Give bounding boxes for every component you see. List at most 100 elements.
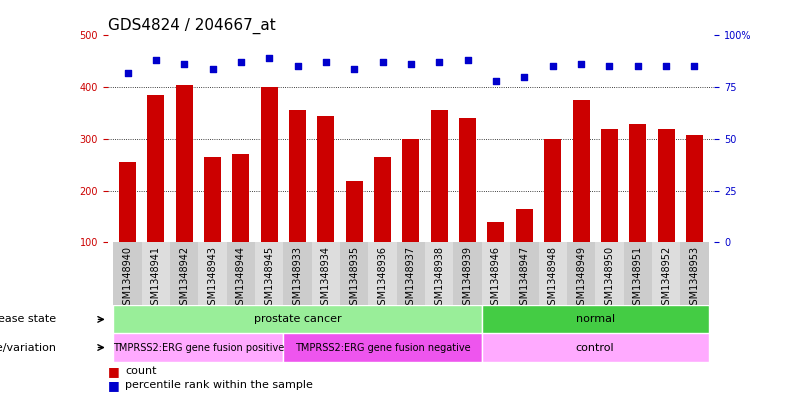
Text: GSM1348937: GSM1348937 xyxy=(406,246,416,311)
Text: GSM1348948: GSM1348948 xyxy=(547,246,558,310)
Bar xyxy=(369,242,397,305)
Point xyxy=(319,59,332,66)
Bar xyxy=(482,305,709,333)
Bar xyxy=(346,182,363,242)
Text: count: count xyxy=(125,366,156,376)
Bar xyxy=(459,118,476,242)
Point xyxy=(688,63,701,70)
Point xyxy=(376,59,389,66)
Text: GSM1348946: GSM1348946 xyxy=(491,246,501,310)
Bar xyxy=(652,242,680,305)
Bar xyxy=(425,242,453,305)
Bar xyxy=(261,87,278,242)
Point xyxy=(575,61,587,68)
Bar xyxy=(113,333,283,362)
Point xyxy=(263,55,275,61)
Bar xyxy=(488,222,504,242)
Bar xyxy=(595,242,623,305)
Text: disease state: disease state xyxy=(0,314,56,324)
Bar xyxy=(113,305,482,333)
Bar xyxy=(397,242,425,305)
Text: genotype/variation: genotype/variation xyxy=(0,343,56,353)
Text: GSM1348933: GSM1348933 xyxy=(293,246,302,310)
Point xyxy=(348,65,361,72)
Text: TMPRSS2:ERG gene fusion negative: TMPRSS2:ERG gene fusion negative xyxy=(294,343,471,353)
Point xyxy=(235,59,247,66)
Bar xyxy=(318,116,334,242)
Text: prostate cancer: prostate cancer xyxy=(254,314,342,324)
Point xyxy=(603,63,616,70)
Text: GSM1348934: GSM1348934 xyxy=(321,246,331,310)
Bar xyxy=(148,95,164,242)
Text: GSM1348935: GSM1348935 xyxy=(350,246,359,311)
Text: GSM1348936: GSM1348936 xyxy=(377,246,388,310)
Text: ■: ■ xyxy=(108,365,120,378)
Bar xyxy=(601,129,618,242)
Bar xyxy=(255,242,283,305)
Text: GSM1348945: GSM1348945 xyxy=(264,246,275,311)
Text: GSM1348951: GSM1348951 xyxy=(633,246,642,311)
Bar xyxy=(544,139,561,242)
Text: GSM1348950: GSM1348950 xyxy=(604,246,614,311)
Point xyxy=(121,70,134,76)
Point xyxy=(291,63,304,70)
Text: GSM1348944: GSM1348944 xyxy=(236,246,246,310)
Bar xyxy=(539,242,567,305)
Text: TMPRSS2:ERG gene fusion positive: TMPRSS2:ERG gene fusion positive xyxy=(113,343,284,353)
Point xyxy=(433,59,446,66)
Text: GSM1348952: GSM1348952 xyxy=(661,246,671,311)
Text: normal: normal xyxy=(575,314,614,324)
Bar xyxy=(113,242,142,305)
Bar xyxy=(567,242,595,305)
Text: GSM1348949: GSM1348949 xyxy=(576,246,586,310)
Bar xyxy=(572,100,590,242)
Point xyxy=(660,63,673,70)
Bar xyxy=(374,157,391,242)
Bar xyxy=(623,242,652,305)
Bar xyxy=(453,242,482,305)
Point xyxy=(178,61,191,68)
Text: GSM1348940: GSM1348940 xyxy=(123,246,132,310)
Bar xyxy=(283,242,312,305)
Bar xyxy=(510,242,539,305)
Point xyxy=(490,78,503,84)
Bar xyxy=(482,242,510,305)
Text: control: control xyxy=(576,343,614,353)
Text: GSM1348947: GSM1348947 xyxy=(519,246,529,311)
Bar xyxy=(176,84,193,242)
Point xyxy=(461,57,474,63)
Text: GSM1348943: GSM1348943 xyxy=(207,246,218,310)
Bar xyxy=(170,242,199,305)
Point xyxy=(149,57,162,63)
Point xyxy=(547,63,559,70)
Text: GSM1348941: GSM1348941 xyxy=(151,246,161,310)
Point xyxy=(518,73,531,80)
Bar xyxy=(516,209,533,242)
Text: percentile rank within the sample: percentile rank within the sample xyxy=(125,380,313,390)
Text: GSM1348938: GSM1348938 xyxy=(434,246,444,310)
Bar xyxy=(629,125,646,242)
Text: GSM1348942: GSM1348942 xyxy=(180,246,189,311)
Bar xyxy=(204,157,221,242)
Text: GDS4824 / 204667_at: GDS4824 / 204667_at xyxy=(108,18,275,34)
Text: GSM1348939: GSM1348939 xyxy=(463,246,472,310)
Bar xyxy=(289,110,306,242)
Bar xyxy=(402,139,420,242)
Bar xyxy=(232,154,250,242)
Text: GSM1348953: GSM1348953 xyxy=(689,246,699,311)
Bar xyxy=(658,129,674,242)
Bar xyxy=(680,242,709,305)
Bar xyxy=(431,110,448,242)
Bar xyxy=(685,135,703,242)
Bar xyxy=(119,162,136,242)
Bar xyxy=(482,333,709,362)
Bar xyxy=(199,242,227,305)
Point xyxy=(405,61,417,68)
Point xyxy=(631,63,644,70)
Bar xyxy=(227,242,255,305)
Bar xyxy=(283,333,482,362)
Bar xyxy=(340,242,369,305)
Text: ■: ■ xyxy=(108,378,120,392)
Bar xyxy=(312,242,340,305)
Bar xyxy=(142,242,170,305)
